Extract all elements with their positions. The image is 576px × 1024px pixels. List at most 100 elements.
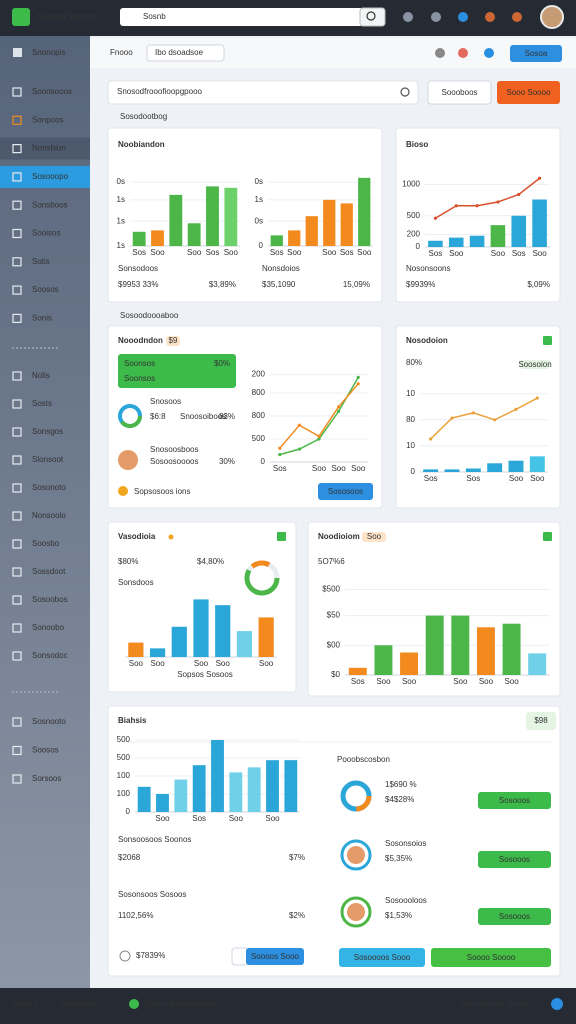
button-label[interactable]: Soooboos <box>441 88 477 97</box>
button-label[interactable]: Sosooos <box>499 855 530 864</box>
dropdown-label[interactable]: Ibo dsoadsoe <box>155 48 204 57</box>
sidebar-item[interactable]: Nolis <box>32 371 50 380</box>
sidebar-item[interactable]: Sosnooto <box>32 717 66 726</box>
x-tick-label: Soo <box>491 249 506 258</box>
sidebar-icon <box>12 144 22 154</box>
sidebar-item[interactable]: Sosooopo <box>32 172 69 181</box>
section-label: Sosodootbog <box>120 112 167 121</box>
y-tick-label: 10 <box>406 441 415 450</box>
sidebar-item[interactable]: Slonsoot <box>32 455 64 464</box>
button[interactable] <box>339 948 425 967</box>
y-tick-label: 500 <box>407 211 421 220</box>
sidebar-item[interactable]: Sosoobos <box>32 595 68 604</box>
filter-placeholder[interactable]: Snosodfrooofioopgpooo <box>117 87 203 96</box>
card-footer: Sopsosoos ions <box>134 487 190 496</box>
x-tick-label: Sos <box>192 814 206 823</box>
sidebar-item[interactable]: Sonpoos <box>32 115 64 124</box>
button-label[interactable]: Sosoa <box>525 49 548 58</box>
sidebar-item[interactable]: Sossdoot <box>32 567 66 576</box>
sidebar-icon <box>12 455 22 465</box>
big-value: 5O7%6 <box>318 557 345 566</box>
line-point <box>317 434 321 438</box>
sidebar-hover <box>0 137 90 160</box>
card <box>307 521 561 697</box>
search-icon <box>366 11 376 21</box>
search-placeholder[interactable]: Sosnb <box>143 12 166 21</box>
card-title: Vasodioia <box>118 532 156 541</box>
button[interactable] <box>478 908 551 925</box>
button[interactable] <box>497 81 560 104</box>
button-label[interactable]: Sosoooos Sooo <box>354 953 411 962</box>
sidebar-item[interactable]: Sosts <box>32 399 52 408</box>
sidebar-icon <box>12 511 22 521</box>
dropdown[interactable] <box>146 44 225 62</box>
button-label[interactable]: Soooos Sooo <box>251 952 300 961</box>
bar <box>211 740 224 812</box>
button-label[interactable]: Sosooos <box>499 796 530 805</box>
sidebar-item[interactable]: Sotis <box>32 257 50 266</box>
bar <box>400 652 419 675</box>
sidebar-item[interactable]: Sonsodoc <box>32 651 68 660</box>
button[interactable] <box>427 80 492 105</box>
search-box[interactable] <box>120 8 385 26</box>
sidebar-item[interactable]: Soosbo <box>32 539 60 548</box>
button[interactable] <box>510 45 562 62</box>
sidebar-item[interactable]: Sonsgos <box>32 427 63 436</box>
sidebar-item[interactable]: Nonsoolo <box>32 511 66 520</box>
y-tick-label: $00 <box>327 640 341 649</box>
sidebar-item[interactable]: Nonsbion <box>32 144 66 153</box>
stat-value: $35,1090 <box>262 280 296 289</box>
bar <box>476 627 495 675</box>
button-label[interactable]: Sooo Soooo <box>506 88 551 97</box>
sidebar-item[interactable]: Sooisos <box>32 229 60 238</box>
tag: Soosoion <box>518 360 551 369</box>
stat-value: $,09% <box>527 280 550 289</box>
top-icon <box>403 12 413 22</box>
bar <box>149 648 166 657</box>
button-label[interactable]: Sosooos <box>499 912 530 921</box>
stat-label: Sosonsoos Sosoos <box>118 890 187 899</box>
avatar <box>540 5 564 29</box>
button[interactable] <box>478 851 551 868</box>
sidebar-icon <box>12 228 22 239</box>
sidebar-item[interactable]: Sorsoos <box>32 774 61 783</box>
card-title: Nooodndon <box>118 336 163 345</box>
sidebar-item[interactable]: Soonsooos <box>32 87 72 96</box>
small-input[interactable] <box>231 947 249 966</box>
bar <box>229 772 243 812</box>
sidebar-item[interactable]: Sonis <box>32 314 52 323</box>
sidebar-item[interactable]: Soosos <box>32 285 59 294</box>
sidebar-icon <box>12 651 22 661</box>
caption: Nonsdoios <box>262 264 300 273</box>
sidebar-item[interactable]: Sonoobo <box>32 623 65 632</box>
y-tick-label: 0s <box>255 177 263 186</box>
sidebar-icon <box>12 285 22 295</box>
donut-arc <box>244 560 280 596</box>
button[interactable] <box>318 483 373 500</box>
button[interactable] <box>431 948 551 967</box>
app-title: Stonodf ifpoori <box>38 12 95 21</box>
section-label: Sosoodoooaboo <box>120 311 179 320</box>
button[interactable] <box>478 792 551 809</box>
x-tick-label: Soo <box>479 677 494 686</box>
filter-input[interactable] <box>107 80 419 105</box>
line-point <box>429 437 433 441</box>
search-button[interactable] <box>359 7 386 27</box>
sidebar-item[interactable]: Soosos <box>32 746 59 755</box>
x-tick-label: Soo <box>265 814 280 823</box>
badge: $98 <box>534 716 548 725</box>
button-label[interactable]: Sososoos <box>328 487 363 496</box>
bar <box>423 469 439 472</box>
button-label[interactable]: Soooo Soooo <box>467 953 516 962</box>
x-tick-label: Sos <box>132 248 146 257</box>
x-tick-label: Sos <box>512 249 526 258</box>
y-tick-label: 1000 <box>402 180 420 189</box>
bar <box>508 460 524 472</box>
sidebar-item[interactable]: Sosonoto <box>32 483 66 492</box>
card-icon <box>277 532 286 541</box>
sidebar-icon <box>12 399 22 409</box>
filter-icon <box>400 87 410 97</box>
button[interactable] <box>246 948 304 965</box>
sidebar-item[interactable]: Sonsboos <box>32 200 68 209</box>
list-label: Sosonsoios <box>385 839 426 848</box>
